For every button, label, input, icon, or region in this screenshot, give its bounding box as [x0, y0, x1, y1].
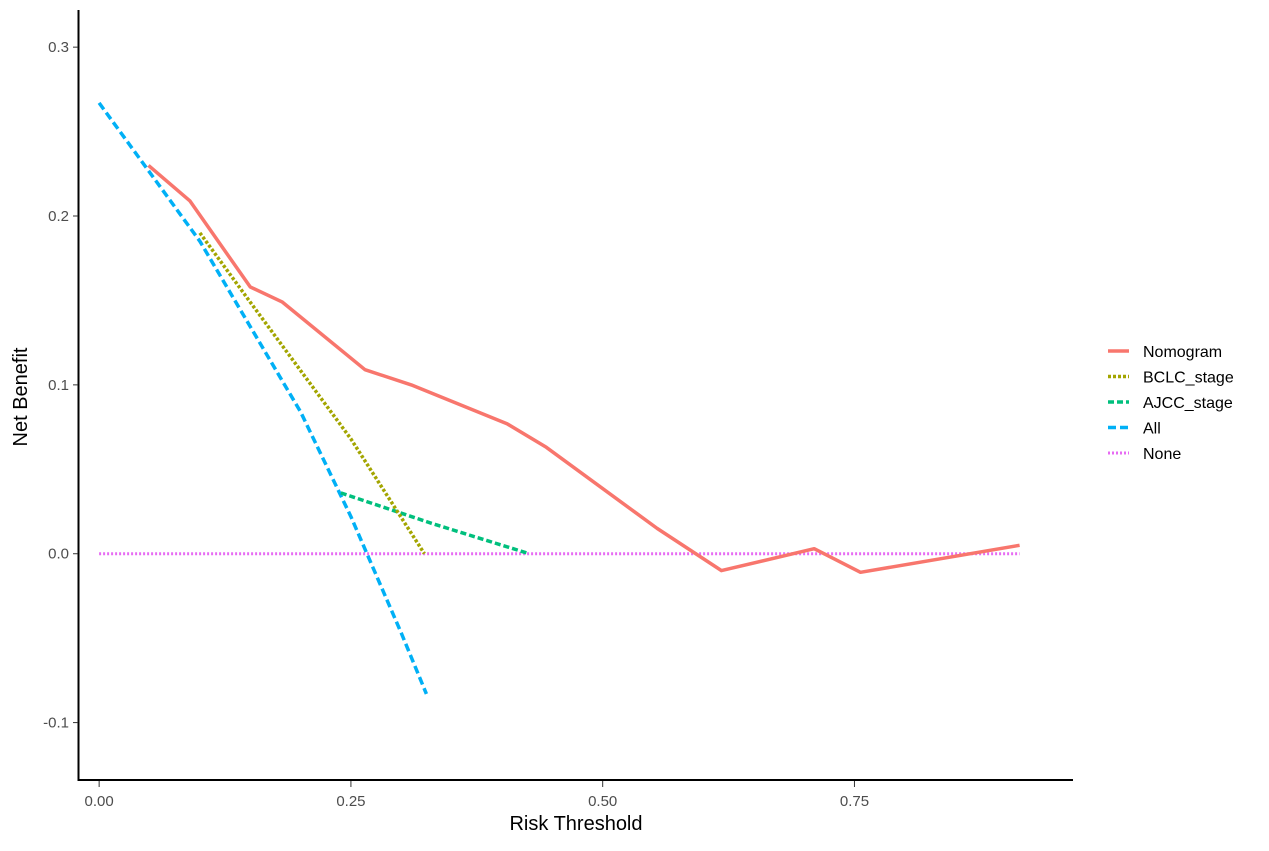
x-tick-label: 0.50 [588, 793, 617, 810]
x-tick-label: 0.25 [336, 793, 365, 810]
y-tick-label: 0.0 [48, 546, 69, 563]
x-tick-label: 0.75 [840, 793, 869, 810]
ticks-layer: 0.00 0.25 0.50 0.75 -0.1 0.0 0.1 0.2 0.3 [43, 39, 869, 810]
legend-item-bclc-stage: BCLC_stage [1108, 370, 1234, 387]
axes-layer [77, 10, 1073, 781]
y-tick-label: 0.3 [48, 39, 69, 56]
series-line-ajcc-stage [340, 491, 530, 556]
legend-item-nomogram: Nomogram [1108, 344, 1222, 361]
y-axis-title: Net Benefit [10, 347, 32, 446]
legend-item-none: None [1108, 446, 1181, 463]
legend-item-ajcc-stage: AJCC_stage [1108, 395, 1233, 412]
legend-item-all: All [1108, 421, 1161, 438]
series-line-nomogram [147, 164, 1020, 575]
y-tick-label: 0.2 [48, 208, 69, 225]
series-line-bclc-stage [198, 231, 426, 555]
x-axis-title: Risk Threshold [509, 813, 642, 835]
legend-label: None [1143, 446, 1181, 463]
y-tick-label: 0.1 [48, 377, 69, 394]
series-layer [97, 101, 1020, 695]
series-line-all [97, 101, 429, 695]
legend-label: AJCC_stage [1143, 395, 1233, 412]
legend-label: All [1143, 421, 1161, 438]
legend: Nomogram BCLC_stage AJCC_stage All None [1108, 344, 1234, 463]
legend-label: Nomogram [1143, 344, 1222, 361]
x-tick-label: 0.00 [85, 793, 114, 810]
y-tick-label: -0.1 [43, 715, 69, 732]
legend-label: BCLC_stage [1143, 370, 1234, 387]
